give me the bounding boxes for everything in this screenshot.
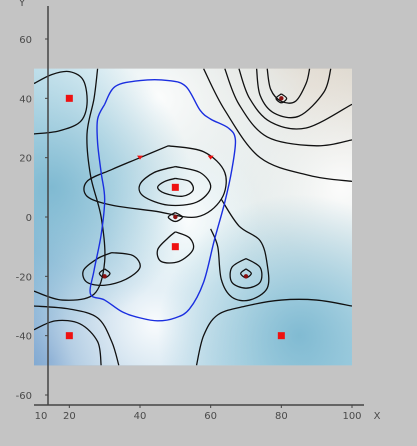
contour-line-19 [34, 305, 120, 366]
surface-shade-7 [157, 194, 352, 366]
axes [34, 6, 364, 408]
contour-line-10 [275, 93, 288, 104]
contour-line-14 [224, 68, 352, 147]
origin-label: 10 [35, 411, 48, 422]
data-point-3 [65, 332, 73, 340]
data-point-0 [65, 94, 73, 102]
contour-line-6 [82, 251, 141, 286]
contour-line-12 [255, 68, 332, 119]
contour-line-0 [157, 177, 195, 197]
contour-line-1 [138, 165, 212, 207]
small-marker-1 [207, 155, 214, 160]
contour-line-3 [167, 211, 184, 223]
x-tick-label-0: 20 [63, 411, 76, 422]
x-axis-label: X [374, 411, 381, 422]
y-tick-label-4: -20 [16, 272, 32, 283]
boundary-curve [89, 79, 237, 322]
data-point-4 [277, 332, 285, 340]
surface-shade-6 [34, 68, 193, 329]
data-point-2 [171, 243, 179, 251]
data-points [65, 94, 285, 340]
contour-line-11 [266, 68, 311, 104]
contour-line-16 [34, 70, 88, 135]
contour-lines [34, 68, 352, 366]
contour-line-2 [83, 145, 227, 219]
data-point-1 [171, 183, 179, 191]
minimum-marker-3 [243, 274, 249, 279]
y-tick-label-0: 60 [19, 35, 32, 46]
contour-line-17 [34, 68, 106, 301]
boundary-line [89, 79, 237, 322]
contour-line-4 [156, 231, 195, 264]
y-tick-label-1: 40 [19, 94, 32, 105]
y-axis-label: Y [18, 0, 26, 9]
x-tick-label-4: 100 [342, 411, 361, 422]
y-tick-label-3: 0 [26, 213, 32, 224]
contour-line-13 [238, 68, 352, 130]
x-tick-label-2: 60 [204, 411, 217, 422]
contour-line-8 [229, 257, 263, 289]
small-marker-0 [137, 155, 143, 160]
minimum-marker-1 [173, 214, 178, 220]
y-tick-label-2: 20 [19, 154, 32, 165]
y-tick-label-5: -40 [16, 332, 32, 343]
contour-line-15 [203, 68, 352, 183]
y-tick-label-6: -60 [16, 391, 32, 402]
minimum-marker-2 [102, 274, 107, 279]
x-tick-label-3: 80 [275, 411, 288, 422]
contour-line-20 [195, 298, 352, 366]
contour-line-9 [210, 198, 270, 302]
minimum-marker-0 [279, 96, 284, 101]
x-tick-label-1: 40 [134, 411, 147, 422]
